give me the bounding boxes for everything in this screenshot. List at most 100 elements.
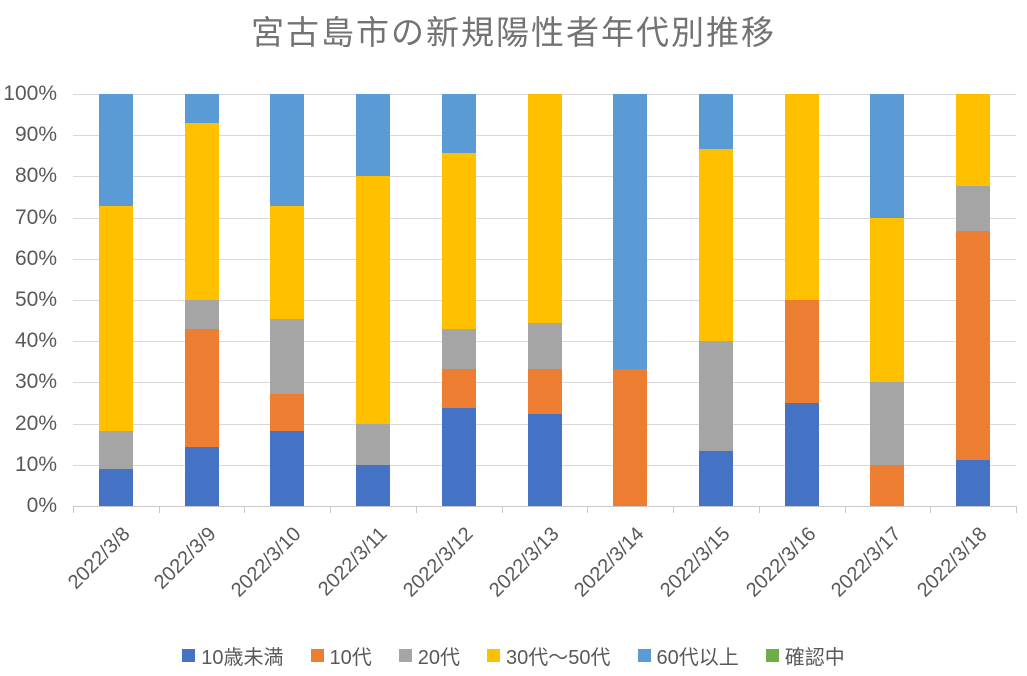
bar-2022/3/14 — [613, 94, 648, 506]
y-axis-label: 60% — [14, 246, 57, 270]
x-axis-tick — [330, 506, 332, 513]
y-axis-label: 70% — [14, 205, 57, 229]
bar-segment-60代以上 — [270, 94, 305, 207]
legend-label: 10代 — [329, 647, 372, 669]
bar-2022/3/16 — [784, 94, 819, 506]
bar-segment-20代 — [870, 382, 905, 465]
y-axis-label: 50% — [14, 288, 57, 311]
y-axis-label: 30% — [14, 370, 57, 394]
bar-segment-30代〜50代 — [956, 94, 991, 186]
bar-segment-60代以上 — [441, 94, 476, 153]
bar-segment-10代 — [270, 393, 305, 432]
bar-segment-60代以上 — [698, 94, 733, 149]
legend-swatch-icon — [487, 649, 500, 662]
bar-segment-10代 — [870, 464, 905, 506]
bar-2022/3/10 — [270, 94, 305, 506]
bar-segment-20代 — [698, 341, 733, 452]
bar-segment-10歳未満 — [270, 431, 305, 506]
legend-swatch-icon — [637, 649, 651, 662]
bar-2022/3/8 — [98, 94, 133, 506]
chart-title: 宮古島市の新規陽性者年代別推移 — [251, 14, 776, 51]
bar-2022/3/11 — [356, 94, 391, 506]
y-axis-label: 40% — [14, 329, 57, 353]
bar-segment-20代 — [441, 329, 476, 369]
x-axis-tick — [587, 506, 589, 513]
bar-segment-10代 — [527, 368, 562, 415]
bar-segment-10代 — [784, 300, 819, 403]
legend-label: 確認中 — [784, 647, 845, 669]
legend-swatch-icon — [398, 649, 412, 662]
bar-2022/3/15 — [698, 94, 733, 506]
y-axis-label: 20% — [14, 411, 57, 435]
bar-segment-30代〜50代 — [784, 94, 819, 300]
legend-item-60代以上: 60代以上 — [637, 641, 739, 670]
bar-2022/3/12 — [441, 94, 476, 506]
legend-label: 20代 — [417, 647, 460, 669]
x-axis-tick — [844, 506, 846, 513]
bar-segment-30代〜50代 — [184, 123, 219, 300]
bar-segment-10代 — [441, 368, 476, 408]
bar-segment-20代 — [527, 322, 562, 369]
bar-segment-10代 — [613, 368, 648, 506]
y-axis-label: 90% — [14, 123, 57, 147]
bar-segment-10歳未満 — [698, 451, 733, 506]
y-axis-label: 80% — [14, 164, 57, 188]
bar-segment-30代〜50代 — [441, 152, 476, 330]
bar-segment-20代 — [356, 423, 391, 465]
legend-swatch-icon — [310, 649, 324, 662]
legend-item-30代〜50代: 30代〜50代 — [487, 641, 611, 670]
bar-segment-10歳未満 — [956, 460, 991, 506]
bar-segment-10歳未満 — [527, 414, 562, 506]
bar-segment-10代 — [184, 329, 219, 448]
bar-segment-20代 — [98, 431, 133, 469]
bar-segment-60代以上 — [356, 94, 391, 177]
bar-segment-30代〜50代 — [270, 206, 305, 319]
y-axis-label: 100% — [3, 82, 57, 105]
legend-item-10歳未満: 10歳未満 — [182, 641, 284, 670]
bar-segment-60代以上 — [870, 94, 905, 218]
bar-segment-10歳未満 — [356, 464, 391, 506]
bar-segment-60代以上 — [184, 94, 219, 124]
x-axis-tick — [1016, 506, 1017, 513]
legend-item-10代: 10代 — [310, 641, 372, 670]
bar-2022/3/9 — [184, 94, 219, 506]
legend-item-確認中: 確認中 — [765, 641, 845, 670]
bar-segment-20代 — [270, 318, 305, 394]
legend: 10歳未満 10代 20代 30代〜50代 60代以上 確認中 — [0, 641, 1027, 670]
bar-segment-10代 — [956, 231, 991, 461]
x-axis-tick — [673, 506, 675, 513]
legend-item-20代: 20代 — [398, 641, 460, 670]
x-axis-tick — [415, 506, 417, 513]
x-axis-tick — [158, 506, 160, 513]
bar-segment-30代〜50代 — [698, 148, 733, 342]
x-axis-tick — [244, 506, 246, 513]
legend-swatch-icon — [765, 649, 779, 662]
x-axis-tick — [73, 506, 74, 513]
bar-2022/3/18 — [956, 94, 991, 506]
x-axis-tick — [758, 506, 760, 513]
bar-segment-30代〜50代 — [870, 217, 905, 383]
y-axis-label: 0% — [26, 494, 57, 517]
legend-label: 30代〜50代 — [506, 647, 611, 669]
plot-area — [73, 94, 1017, 513]
bar-segment-10歳未満 — [98, 468, 133, 506]
bar-segment-10歳未満 — [441, 407, 476, 506]
legend-label: 60代以上 — [656, 647, 739, 669]
bar-segment-30代〜50代 — [356, 176, 391, 424]
y-axis-label: 10% — [14, 452, 57, 476]
x-axis-tick — [501, 506, 503, 513]
bar-segment-10歳未満 — [184, 447, 219, 506]
bar-segment-30代〜50代 — [98, 206, 133, 432]
bar-2022/3/17 — [870, 94, 905, 506]
legend-label: 10歳未満 — [201, 647, 284, 669]
bar-segment-20代 — [184, 300, 219, 330]
bar-segment-60代以上 — [98, 94, 133, 207]
bar-2022/3/13 — [527, 94, 562, 506]
bar-segment-30代〜50代 — [527, 94, 562, 323]
x-axis-line — [73, 506, 1016, 507]
bar-segment-10歳未満 — [784, 403, 819, 506]
bar-segment-60代以上 — [613, 94, 648, 369]
x-axis-tick — [930, 506, 932, 513]
bar-segment-20代 — [956, 185, 991, 232]
